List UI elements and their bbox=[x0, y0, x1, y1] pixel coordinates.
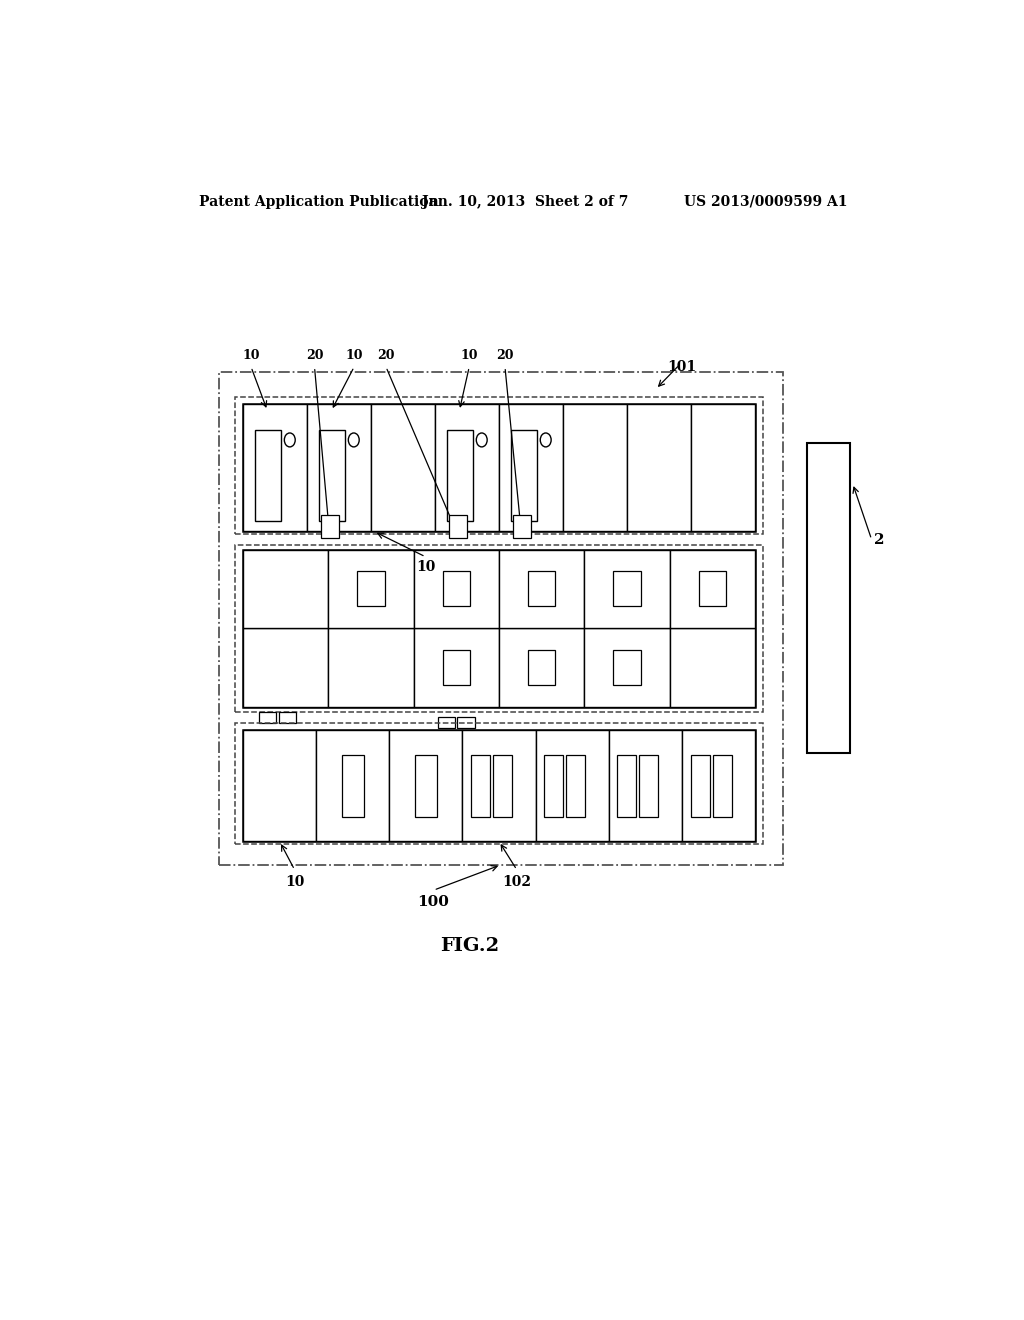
Text: 10: 10 bbox=[285, 875, 304, 888]
Bar bbox=[463, 730, 536, 841]
Text: 20: 20 bbox=[497, 348, 514, 362]
Bar bbox=[414, 628, 499, 708]
Bar bbox=[807, 444, 850, 752]
Text: US 2013/0009599 A1: US 2013/0009599 A1 bbox=[684, 195, 847, 209]
Bar bbox=[499, 628, 585, 708]
Bar bbox=[471, 755, 490, 817]
Text: 10: 10 bbox=[243, 348, 260, 362]
Text: 2: 2 bbox=[873, 532, 885, 546]
Bar bbox=[528, 572, 555, 606]
Bar bbox=[243, 549, 329, 628]
Bar bbox=[243, 404, 307, 532]
Bar bbox=[585, 549, 670, 628]
Bar bbox=[236, 545, 763, 713]
Bar bbox=[545, 755, 563, 817]
Bar bbox=[414, 549, 499, 628]
Bar bbox=[682, 730, 755, 841]
Bar bbox=[442, 649, 470, 685]
Bar bbox=[236, 397, 763, 535]
Bar bbox=[437, 718, 455, 727]
Bar bbox=[318, 430, 345, 521]
Bar bbox=[316, 730, 389, 841]
Text: 10: 10 bbox=[461, 348, 478, 362]
Bar bbox=[513, 515, 531, 537]
Text: 20: 20 bbox=[377, 348, 394, 362]
Bar bbox=[627, 404, 691, 532]
Bar bbox=[446, 430, 473, 521]
Text: 100: 100 bbox=[418, 895, 450, 909]
Text: 10: 10 bbox=[416, 560, 435, 574]
Bar bbox=[670, 628, 755, 708]
Bar bbox=[243, 730, 316, 841]
Bar bbox=[243, 404, 755, 532]
Bar bbox=[389, 730, 463, 841]
Bar bbox=[329, 549, 414, 628]
Bar bbox=[255, 430, 282, 521]
Bar bbox=[259, 713, 276, 722]
Bar bbox=[670, 549, 755, 628]
Bar bbox=[371, 404, 435, 532]
Bar bbox=[691, 404, 755, 532]
Bar bbox=[585, 628, 670, 708]
Text: 20: 20 bbox=[306, 348, 324, 362]
Bar bbox=[528, 649, 555, 685]
Bar bbox=[536, 730, 608, 841]
Bar bbox=[442, 572, 470, 606]
Bar bbox=[713, 755, 731, 817]
Text: Patent Application Publication: Patent Application Publication bbox=[200, 195, 439, 209]
Bar bbox=[613, 649, 641, 685]
Bar bbox=[639, 755, 658, 817]
Bar bbox=[219, 372, 782, 865]
Bar bbox=[499, 549, 585, 628]
Text: 10: 10 bbox=[345, 348, 362, 362]
Bar bbox=[613, 572, 641, 606]
Bar bbox=[243, 730, 755, 841]
Bar bbox=[566, 755, 586, 817]
Bar bbox=[617, 755, 637, 817]
Bar bbox=[458, 718, 475, 727]
Bar bbox=[494, 755, 512, 817]
Bar bbox=[499, 404, 563, 532]
Bar bbox=[563, 404, 627, 532]
Bar bbox=[243, 628, 329, 708]
Bar bbox=[329, 628, 414, 708]
Bar bbox=[243, 549, 755, 708]
Text: FIG.2: FIG.2 bbox=[439, 937, 499, 956]
Bar bbox=[415, 755, 437, 817]
Text: Jan. 10, 2013  Sheet 2 of 7: Jan. 10, 2013 Sheet 2 of 7 bbox=[422, 195, 628, 209]
Bar bbox=[608, 730, 682, 841]
Bar bbox=[450, 515, 467, 537]
Bar bbox=[307, 404, 371, 532]
Bar bbox=[236, 722, 763, 845]
Text: 102: 102 bbox=[503, 875, 531, 888]
Bar bbox=[435, 404, 499, 532]
Bar bbox=[690, 755, 710, 817]
Bar bbox=[279, 713, 296, 722]
Bar bbox=[357, 572, 385, 606]
Bar bbox=[511, 430, 538, 521]
Bar bbox=[322, 515, 339, 537]
Text: 101: 101 bbox=[668, 360, 696, 374]
Bar bbox=[698, 572, 726, 606]
Bar bbox=[342, 755, 364, 817]
